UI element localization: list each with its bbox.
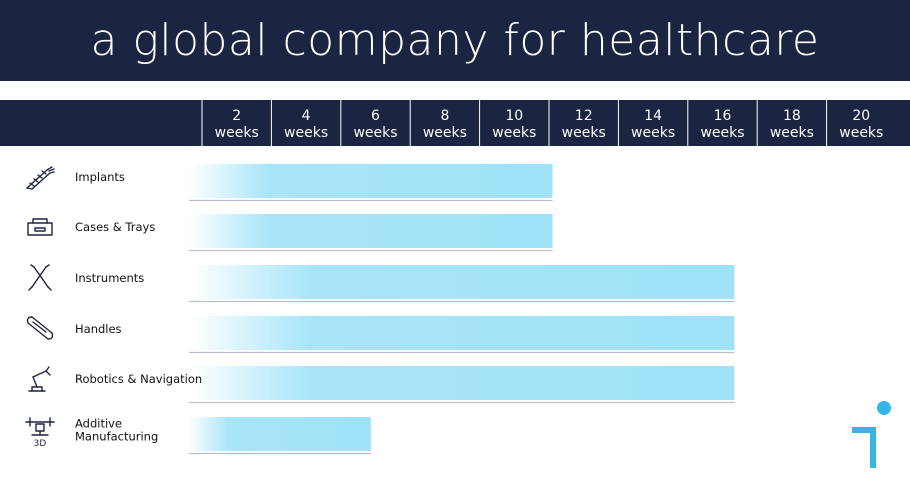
- bar: [189, 316, 735, 350]
- x-tick-unit: weeks: [770, 125, 814, 141]
- handle-icon: [26, 316, 54, 340]
- bar: [189, 214, 553, 248]
- timeline-chart: 2weeks4weeks6weeks8weeks10weeks12weeks14…: [0, 100, 910, 455]
- x-tick-label: 8: [440, 108, 449, 124]
- axis-header-band: [0, 100, 910, 146]
- bar: [189, 366, 735, 400]
- x-tick-unit: weeks: [284, 125, 328, 141]
- category-icons: 3D: [25, 166, 55, 449]
- x-tick-unit: weeks: [700, 125, 744, 141]
- x-axis-ticks: 2weeks4weeks6weeks8weeks10weeks12weeks14…: [201, 100, 883, 146]
- forceps-icon: [28, 264, 52, 291]
- x-tick-label: 18: [783, 108, 801, 124]
- x-tick-unit: weeks: [353, 125, 397, 141]
- x-tick-unit: weeks: [839, 125, 883, 141]
- category-label: Cases & Trays: [75, 220, 155, 234]
- case-tray-icon: [27, 218, 53, 236]
- category-label: Handles: [75, 322, 122, 336]
- x-tick-unit: weeks: [492, 125, 536, 141]
- category-label: Robotics & Navigation: [75, 372, 202, 386]
- bars: [189, 164, 735, 455]
- bar: [189, 164, 553, 198]
- bar: [189, 417, 371, 451]
- 3d-glyph: 3D: [34, 439, 47, 449]
- x-tick-unit: weeks: [423, 125, 467, 141]
- robot-arm-icon: [28, 366, 51, 392]
- x-tick-label: 20: [852, 108, 870, 124]
- x-tick-label: 4: [302, 108, 311, 124]
- x-tick-label: 14: [644, 108, 662, 124]
- category-label: Implants: [75, 170, 125, 184]
- x-tick-label: 12: [575, 108, 593, 124]
- page-title: a global company for healthcare: [90, 15, 820, 66]
- x-tick-unit: weeks: [631, 125, 675, 141]
- company-logo: [852, 401, 891, 468]
- implant-screw-icon: [26, 166, 55, 190]
- category-label: Instruments: [75, 271, 144, 285]
- x-tick-unit: weeks: [215, 125, 259, 141]
- title-banner: a global company for healthcare: [0, 0, 910, 81]
- 3d-printer-icon: 3D: [25, 417, 55, 449]
- bar: [189, 265, 735, 299]
- x-tick-label: 2: [232, 108, 241, 124]
- category-labels: Implants Cases & Trays Instruments Handles R…: [75, 170, 202, 444]
- x-tick-label: 6: [371, 108, 380, 124]
- category-label: Manufacturing: [75, 430, 158, 444]
- x-tick-label: 16: [714, 108, 732, 124]
- category-label: Additive: [75, 417, 122, 431]
- x-tick-unit: weeks: [562, 125, 606, 141]
- x-tick-label: 10: [505, 108, 523, 124]
